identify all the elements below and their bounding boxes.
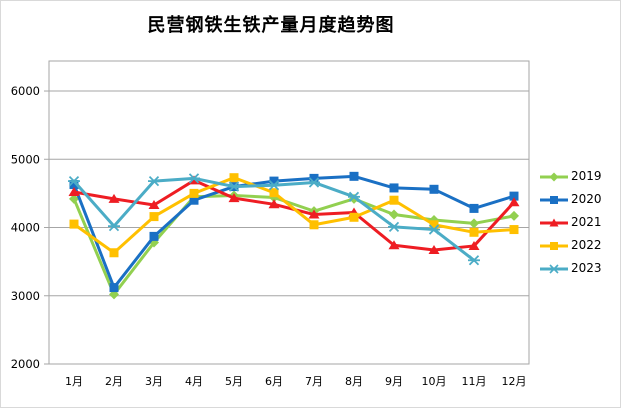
data-point-square [509, 225, 519, 235]
legend-label: 2020 [571, 191, 602, 206]
legend-marker-diamond-icon [540, 172, 568, 181]
data-point-triangle [228, 193, 240, 203]
x-axis-label: 3月 [145, 375, 163, 388]
data-point-diamond [389, 209, 399, 220]
series-line-2020 [72, 174, 516, 290]
data-point-square [509, 191, 519, 201]
legend-label: 2019 [571, 168, 602, 183]
data-point-square [309, 173, 319, 183]
data-point-square [109, 248, 119, 258]
x-axis-label: 12月 [502, 375, 527, 388]
data-point-square [469, 203, 479, 213]
data-point-diamond [69, 193, 79, 204]
data-point-square [109, 283, 119, 293]
legend-marker-square-icon [540, 241, 568, 250]
data-point-square [349, 212, 359, 222]
x-axis-label: 10月 [422, 375, 447, 388]
data-point-triangle [268, 199, 280, 209]
legend-marker-triangle-icon [540, 218, 568, 226]
data-point-square [269, 188, 279, 198]
data-point-square [469, 227, 479, 237]
data-point-triangle [108, 193, 120, 203]
data-point-triangle [388, 240, 400, 250]
x-axis-label: 4月 [185, 375, 203, 388]
data-point-square [309, 220, 319, 230]
legend-marker-square-icon [540, 195, 568, 204]
data-point-square [349, 171, 359, 181]
x-axis-label: 7月 [305, 375, 323, 388]
x-axis-label: 2月 [105, 375, 123, 388]
y-axis-label: 5000 [11, 152, 40, 166]
x-axis-label: 1月 [65, 375, 83, 388]
data-point-square [429, 220, 439, 230]
data-point-square [189, 195, 199, 205]
data-point-square [229, 173, 239, 183]
data-point-triangle [468, 240, 480, 250]
series-line-2019 [72, 193, 516, 296]
chart-title: 民营钢铁生铁产量月度趋势图 [147, 15, 395, 36]
legend-item-2023: 2023 [539, 256, 602, 279]
data-point-diamond [469, 218, 479, 229]
data-point-triangle [308, 209, 320, 219]
data-point-square [149, 231, 159, 241]
x-axis-label: 5月 [225, 375, 243, 388]
data-point-square [269, 176, 279, 186]
y-axis-label: 3000 [11, 289, 40, 303]
data-point-square [69, 180, 79, 190]
legend-item-2019: 2019 [539, 164, 602, 187]
x-axis-label: 11月 [462, 375, 487, 388]
x-axis-label: 6月 [265, 375, 283, 388]
legend-label: 2023 [571, 260, 602, 275]
data-point-triangle [68, 187, 80, 197]
y-axis-label: 4000 [11, 221, 40, 235]
data-point-square [149, 212, 159, 222]
data-point-square [389, 195, 399, 205]
y-axis-label: 2000 [11, 357, 40, 371]
data-point-square [429, 184, 439, 194]
series-line-2022 [72, 176, 516, 255]
data-point-triangle [148, 199, 160, 209]
data-point-triangle [428, 245, 440, 255]
legend-item-2022: 2022 [539, 233, 602, 256]
data-point-triangle [508, 197, 520, 207]
legend-marker-asterisk-icon [540, 263, 568, 274]
x-axis-label: 9月 [385, 375, 403, 388]
x-axis-label: 8月 [345, 375, 363, 388]
y-axis-label: 6000 [11, 84, 40, 98]
data-point-square [69, 219, 79, 229]
legend-label: 2022 [571, 237, 602, 252]
legend-item-2021: 2021 [539, 210, 602, 233]
data-point-diamond [509, 210, 519, 221]
data-point-square [189, 188, 199, 198]
data-point-square [389, 183, 399, 193]
plot-border [48, 60, 530, 365]
legend-item-2020: 2020 [539, 187, 602, 210]
legend-label: 2021 [571, 214, 602, 229]
legend: 2019 2020 2021 2022 2023 [539, 164, 602, 279]
